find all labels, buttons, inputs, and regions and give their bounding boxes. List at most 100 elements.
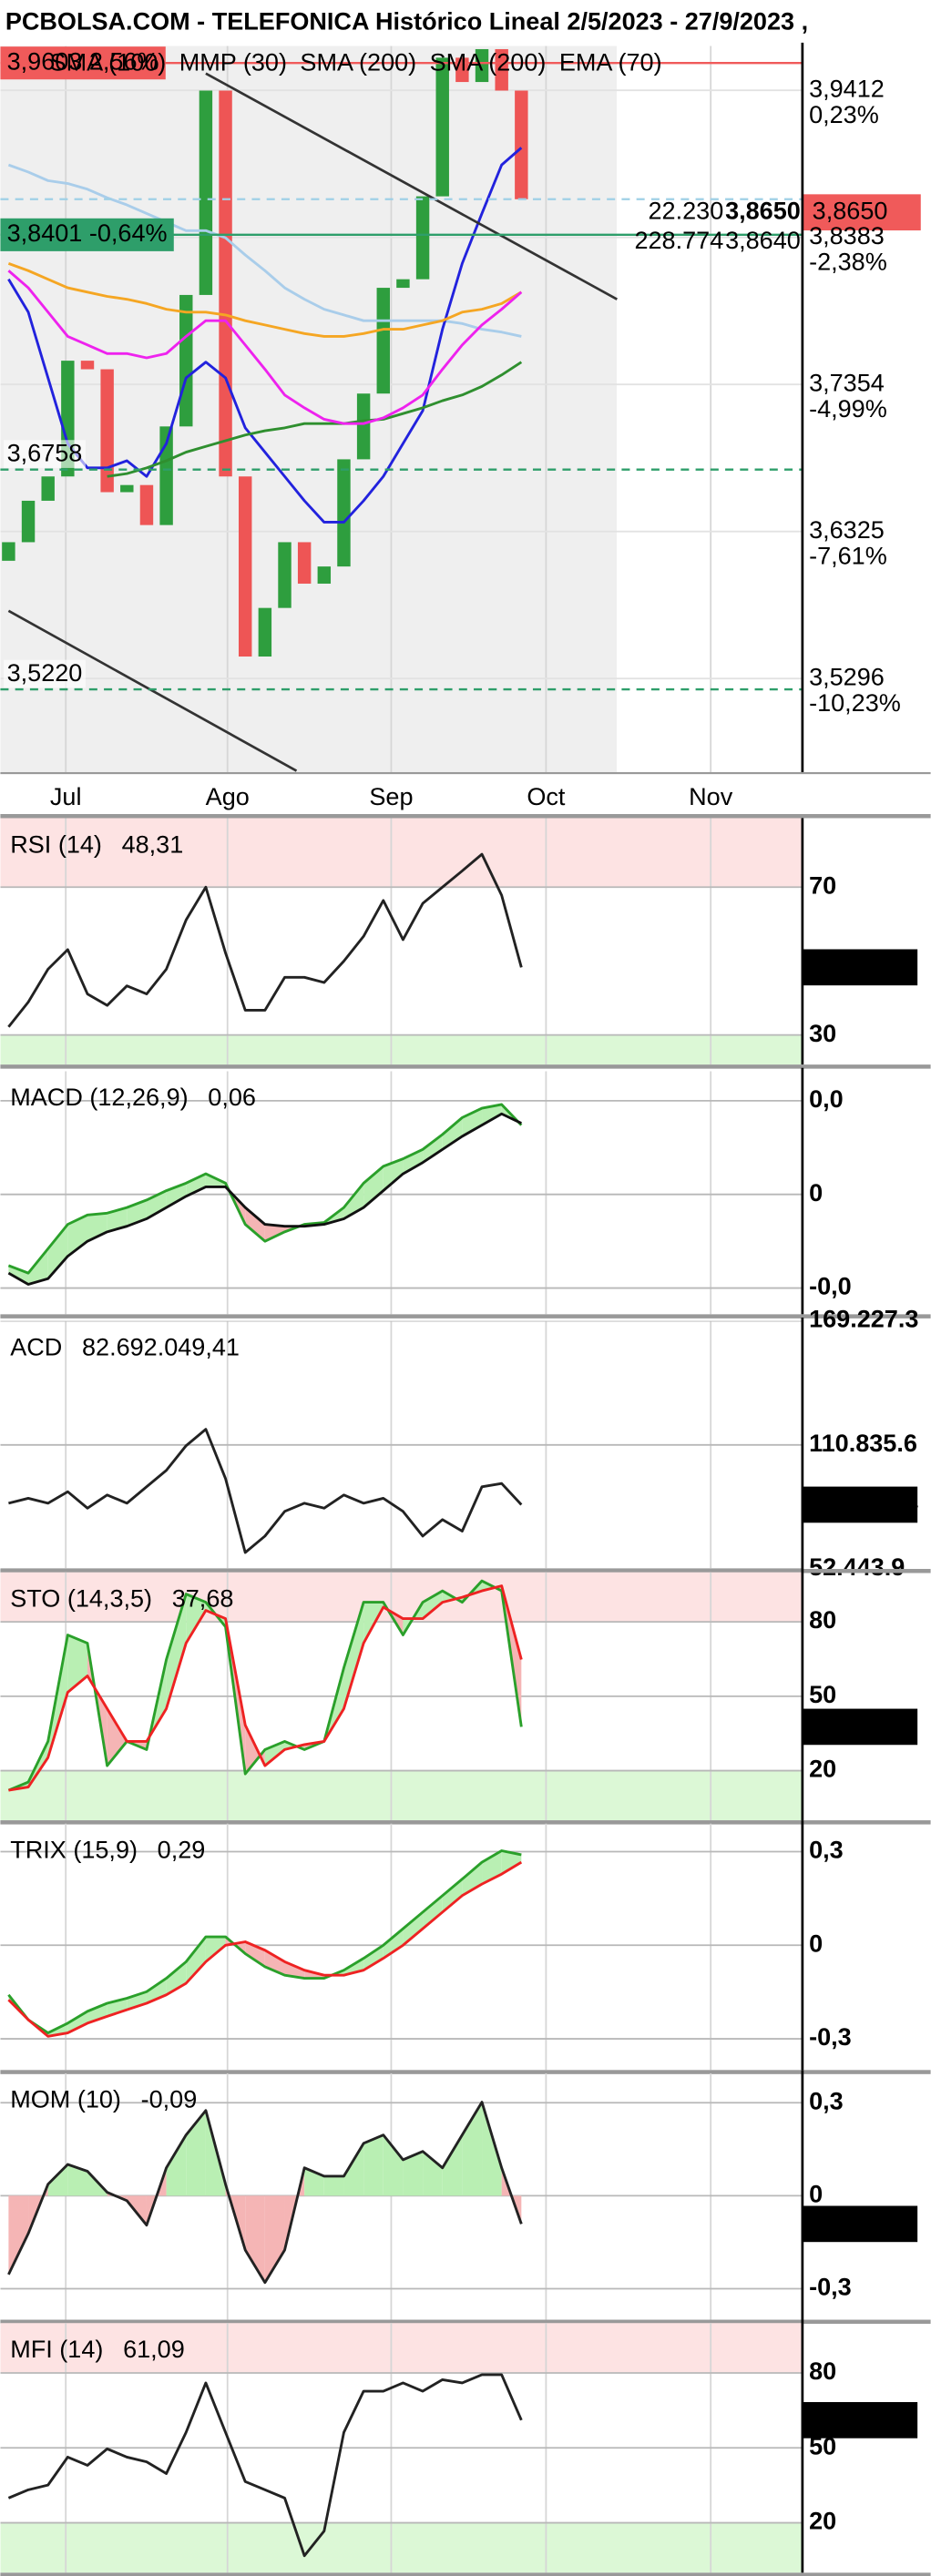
separator (0, 2070, 931, 2074)
fill-area (264, 2195, 285, 2283)
level-label: 3,5220 (7, 659, 83, 687)
fill-area (186, 1937, 206, 1984)
series-line (7, 163, 522, 338)
legend-entry: SMA (200) (430, 49, 547, 76)
indicator-value: 0,29 (158, 1836, 206, 1863)
indicator-title: STO (14,3,5) (10, 1584, 152, 1612)
candle (376, 288, 390, 394)
panel (0, 1320, 803, 1570)
candle (495, 48, 508, 91)
last-value-label: 48,311 (809, 952, 883, 979)
fill-area (107, 1207, 128, 1232)
overbought-band (0, 2323, 803, 2373)
last-value-label: -0,091 (809, 2208, 879, 2235)
candle (515, 90, 528, 199)
separator (0, 771, 931, 775)
fill-area (264, 1950, 285, 1976)
last-value-label: 82.692.04 (809, 1490, 918, 1517)
y-tick-label: 30 (809, 1020, 836, 1047)
panel (0, 46, 803, 772)
y-tick-label: 169.227.3 (809, 1306, 918, 1333)
panel (0, 818, 803, 1065)
fill-area (166, 2134, 187, 2196)
candle (278, 542, 292, 608)
fill-area (383, 1929, 404, 1959)
y-tick-change: -10,23% (809, 689, 901, 717)
candle (120, 484, 134, 493)
y-tick-label: 3,5296 (809, 663, 885, 690)
panel (0, 1071, 803, 1315)
indicator-title: MOM (10) (10, 2086, 121, 2113)
fill-area (245, 1207, 265, 1242)
x-tick-label: Oct (527, 783, 566, 810)
series-line (7, 1103, 523, 1275)
indicator-title: MACD (12,26,9) (10, 1084, 188, 1111)
series-line (8, 1584, 523, 1792)
fill-area (264, 1224, 285, 1242)
last-value-box (802, 949, 918, 986)
fill-area (87, 2002, 107, 2023)
fill-area (423, 2151, 443, 2196)
separator (0, 1314, 931, 1319)
oversold-band (0, 2522, 803, 2573)
y-tick-label: 0 (809, 2181, 823, 2208)
indicator-title: RSI (14) (10, 830, 102, 858)
candle (139, 484, 154, 525)
level-label-box (4, 440, 86, 468)
fill-area (28, 1248, 48, 1285)
y-tick-label: 0,3 (809, 2087, 844, 2114)
level-label: 3,8401 -0,64% (7, 219, 168, 247)
y-tick-label: -0,3 (809, 2274, 852, 2301)
y-tick-label: 50 (809, 1681, 836, 1708)
indicator-value: 37,68 (172, 1584, 234, 1612)
indicator-value: 48,31 (122, 830, 184, 858)
separator (0, 2572, 931, 2576)
last-price-label: 3,8650 (813, 197, 888, 224)
fill-area (67, 2164, 87, 2196)
panel (0, 1572, 803, 1821)
fill-area (67, 1634, 87, 1693)
last-price-box (802, 194, 921, 231)
candle (41, 476, 55, 501)
fill-area (423, 1134, 443, 1163)
fill-area (343, 2143, 364, 2196)
quote-price: 3,8640 (725, 227, 801, 254)
y-tick-label: 20 (809, 1756, 836, 1783)
fill-area (403, 1911, 424, 1946)
fill-area (47, 1224, 68, 1279)
separator (0, 1820, 931, 1825)
trendline (205, 72, 618, 300)
fill-area (482, 1104, 502, 1125)
x-tick-label: Nov (689, 783, 733, 810)
y-tick-label: 110.835.6 (809, 1430, 917, 1457)
series-line (7, 1860, 523, 2038)
fill-area (462, 2102, 483, 2196)
y-tick-label: 70 (809, 871, 836, 899)
level-label: 3,6758 (7, 440, 83, 467)
series-line (7, 1579, 523, 1792)
candle (415, 196, 430, 280)
fill-area (47, 2164, 68, 2196)
quote-volume: 22.230 (649, 197, 724, 224)
panel (0, 2072, 803, 2320)
indicator-value: 0,06 (208, 1084, 256, 1111)
separator (0, 1569, 931, 1573)
fill-area (245, 2195, 265, 2283)
fill-area (482, 2102, 502, 2196)
panel (0, 2323, 803, 2573)
indicator-title: MFI (14) (10, 2336, 103, 2363)
series-line (7, 270, 523, 425)
y-tick-label: 0,3 (809, 1837, 844, 1864)
fill-area (323, 2175, 344, 2196)
level-label: 3,9603 2,56% (7, 47, 159, 75)
fill-area (323, 1667, 344, 1742)
y-tick-label: -0,3 (809, 2023, 852, 2051)
separator (0, 2319, 931, 2325)
fill-area (166, 1961, 187, 1995)
fill-area (87, 1213, 107, 1242)
y-tick-change: -4,99% (809, 395, 887, 423)
fill-area (186, 2110, 206, 2196)
candle (100, 369, 114, 493)
separator (0, 813, 931, 819)
